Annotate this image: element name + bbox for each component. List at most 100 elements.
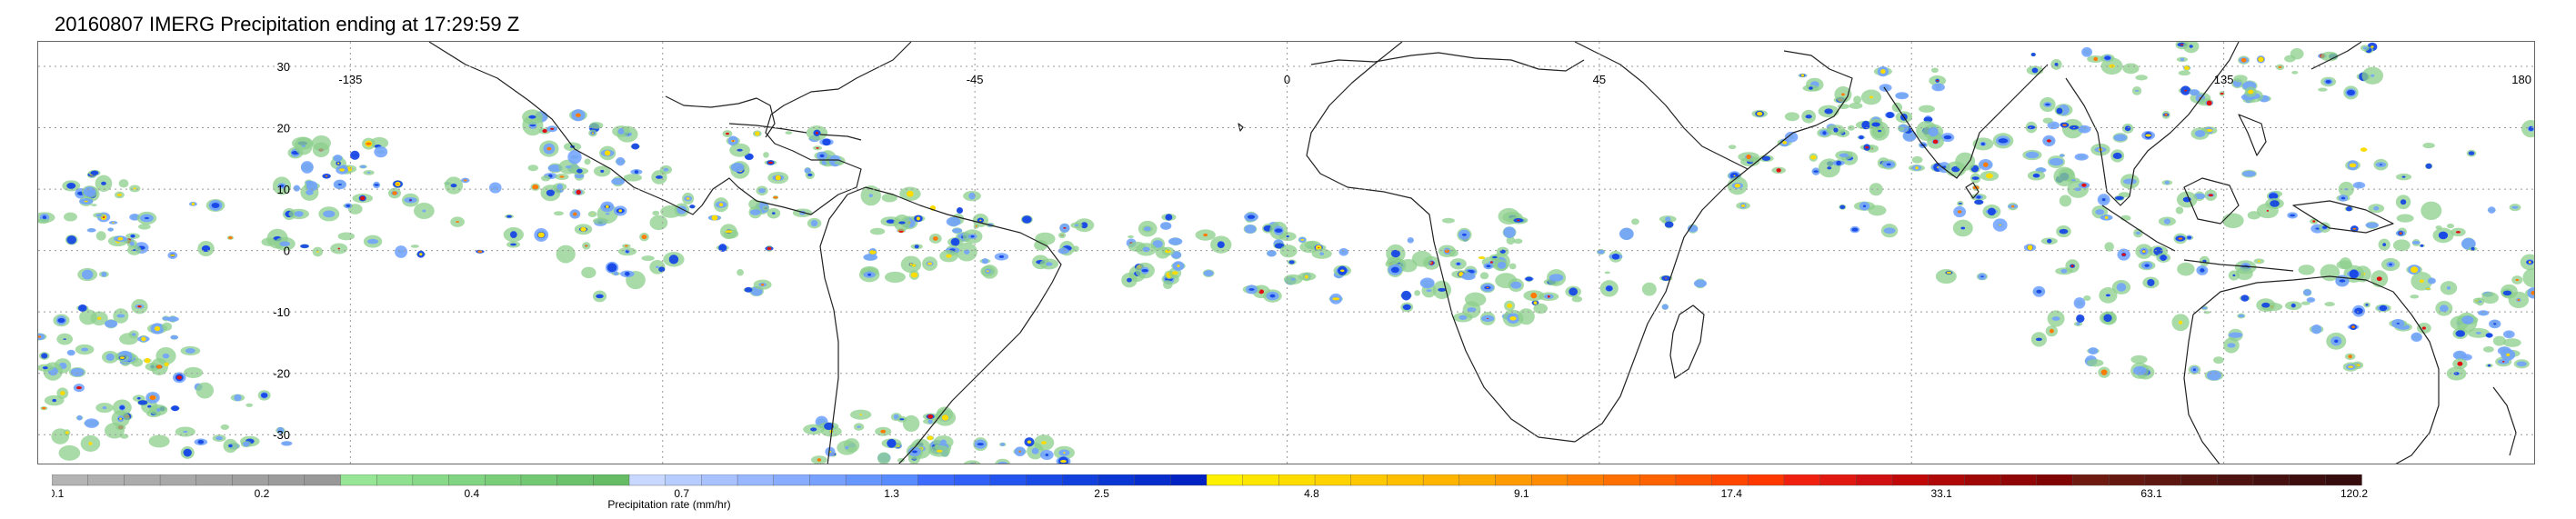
precip-cell	[907, 190, 914, 197]
precip-cell	[576, 168, 583, 174]
precip-cell	[663, 167, 669, 172]
precip-cell	[950, 237, 960, 246]
precip-cell	[2189, 45, 2193, 48]
precip-cell	[2492, 335, 2506, 346]
precip-cell	[748, 199, 760, 210]
precip-cell	[641, 235, 647, 240]
precip-cell	[2134, 89, 2140, 92]
precip-cell	[2371, 74, 2375, 77]
precip-cell	[2528, 261, 2531, 264]
precip-cell	[243, 441, 250, 447]
precip-cell	[2352, 181, 2366, 189]
precip-cell	[58, 444, 81, 461]
precip-cell	[1987, 207, 1996, 216]
colorbar-swatch	[1783, 474, 1821, 486]
precip-cell	[2112, 152, 2122, 160]
map-canvas: -135 -45 0 45 135 180 30 20 10 0 -10 -20 -30	[38, 42, 2534, 464]
precip-cell	[2178, 237, 2183, 240]
precip-cell	[580, 226, 586, 232]
precip-cell	[1300, 238, 1305, 241]
precip-cell	[57, 317, 65, 324]
precip-cell	[868, 194, 873, 198]
precip-cell	[605, 213, 610, 215]
precip-cell	[137, 400, 148, 405]
precip-cell	[2522, 268, 2534, 288]
precip-cell	[2426, 287, 2431, 290]
precip-cell	[1142, 246, 1150, 253]
precip-cell	[1127, 277, 1132, 283]
precip-cell	[216, 435, 223, 441]
precip-cell	[581, 266, 596, 279]
precip-cell	[1497, 262, 1507, 269]
precip-cell	[1958, 202, 1962, 205]
precip-cell	[326, 175, 328, 177]
precip-cell	[963, 460, 981, 464]
precip-cell	[1402, 304, 1411, 311]
precip-cell	[2373, 205, 2380, 211]
precip-cell	[981, 258, 989, 264]
precip-cell	[2059, 195, 2072, 207]
precip-cell	[2303, 289, 2312, 296]
precip-cell	[2270, 200, 2280, 207]
precip-cell	[1438, 287, 1447, 292]
colorbar-swatch	[1206, 474, 1244, 486]
precip-cell	[2346, 89, 2356, 95]
precip-cell	[758, 188, 766, 194]
precip-cell	[810, 220, 818, 227]
colorbar-swatch	[1387, 474, 1424, 486]
precip-cell	[546, 146, 552, 151]
precip-cell	[1171, 251, 1182, 259]
precip-cell	[822, 138, 831, 146]
precip-cell	[166, 316, 179, 322]
precip-cell	[1338, 247, 1349, 256]
precip-cell	[84, 200, 88, 203]
precip-cell	[2121, 253, 2126, 256]
colorbar-swatch	[87, 474, 125, 486]
precip-cell	[1072, 245, 1079, 253]
precip-cell	[337, 162, 340, 165]
precip-cell	[1507, 303, 1513, 308]
precip-cell	[1464, 292, 1487, 307]
precip-cell	[2481, 292, 2499, 304]
precip-cell	[529, 124, 536, 127]
precip-cell	[2439, 304, 2449, 313]
precip-cell	[2528, 126, 2534, 132]
precip-cell	[2461, 315, 2474, 324]
precip-cell	[1784, 112, 1799, 122]
precip-cell	[857, 425, 861, 428]
precip-cell	[1836, 160, 1841, 166]
precip-cell	[592, 217, 608, 225]
precip-cell	[656, 175, 663, 179]
precip-cell	[553, 211, 564, 216]
precip-cell	[1980, 275, 1984, 278]
precip-cell	[1425, 261, 1432, 264]
precip-cell	[765, 207, 767, 209]
precip-cell	[1665, 277, 1668, 279]
precip-cell	[1936, 80, 1940, 82]
precip-cell	[2078, 125, 2091, 134]
precip-cell	[2178, 70, 2190, 76]
precip-cell	[1478, 256, 1486, 260]
precip-cell	[2145, 134, 2151, 137]
colorbar-swatch	[2072, 474, 2110, 486]
precip-cell	[933, 236, 938, 241]
lon-label: -45	[967, 73, 984, 86]
precip-cell	[2471, 246, 2475, 251]
precip-cell	[1611, 254, 1620, 260]
precip-cell	[596, 294, 604, 299]
lat-label: -10	[273, 305, 290, 319]
precip-cell	[998, 255, 1005, 258]
precip-cell	[339, 168, 346, 172]
precip-cell	[366, 142, 372, 145]
precip-cell	[824, 422, 834, 431]
precip-cell	[2036, 289, 2042, 294]
precip-cell	[2298, 264, 2315, 275]
precip-cell	[1021, 215, 1032, 224]
precip-cell	[2389, 263, 2392, 266]
precip-cell	[1267, 249, 1277, 257]
precip-cell	[616, 156, 626, 166]
precip-cell	[1530, 292, 1538, 299]
precip-cell	[78, 304, 87, 312]
precip-cell	[624, 245, 628, 247]
precip-cell	[668, 255, 679, 264]
